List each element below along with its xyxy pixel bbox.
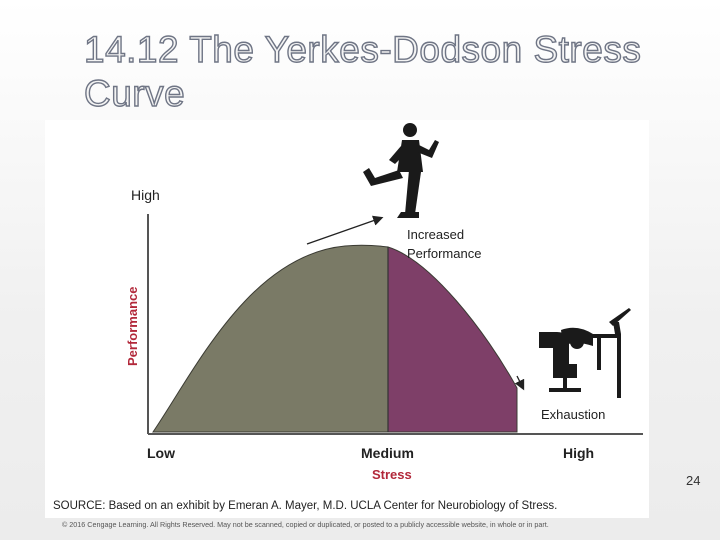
increased-performance-label-line2: Performance xyxy=(407,246,481,261)
medium-to-high-stress-region xyxy=(387,246,518,433)
x-tick-low: Low xyxy=(147,445,175,461)
exhausted-person-at-desk-icon xyxy=(539,308,631,398)
page-number: 24 xyxy=(686,473,701,488)
slide-title: 14.12 The Yerkes-Dodson Stress Curve xyxy=(83,28,642,114)
increased-performance-label-line1: Increased xyxy=(407,227,464,242)
increased-performance-arrow xyxy=(306,215,384,245)
runner-icon xyxy=(363,123,439,218)
stress-curve-figure: High Performance Low Medium High Stress … xyxy=(45,120,649,518)
x-tick-medium: Medium xyxy=(361,445,414,461)
x-axis-label: Stress xyxy=(372,467,412,482)
copyright-notice: © 2016 Cengage Learning. All Rights Rese… xyxy=(62,520,549,529)
exhaustion-label: Exhaustion xyxy=(541,407,605,422)
source-citation: SOURCE: Based on an exhibit by Emeran A.… xyxy=(53,500,558,512)
low-to-medium-stress-region xyxy=(152,244,389,433)
y-axis-label: Performance xyxy=(125,287,140,366)
x-tick-high: High xyxy=(563,445,594,461)
stress-curve-diagram: High Performance Low Medium High Stress … xyxy=(125,123,643,482)
exhaustion-arrow xyxy=(514,375,525,391)
y-axis-high-label: High xyxy=(131,187,160,203)
